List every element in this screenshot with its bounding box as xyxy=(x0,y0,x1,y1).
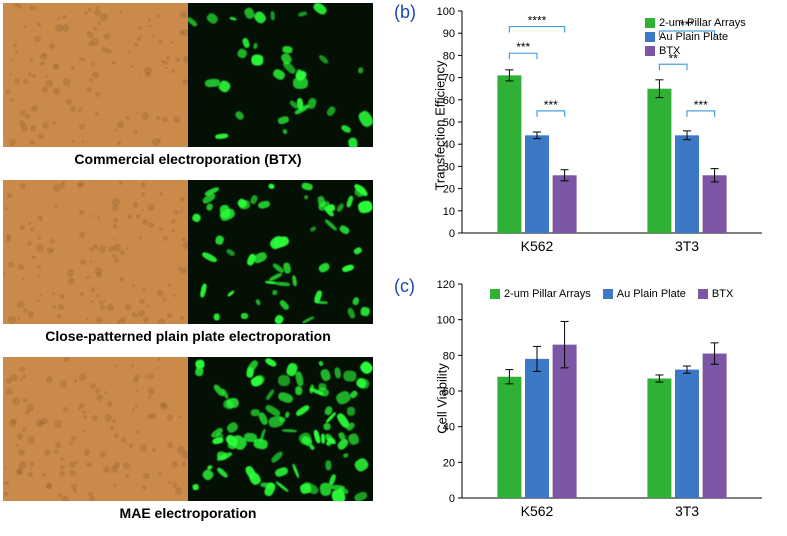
caption-mae: MAE electroporation xyxy=(3,505,373,521)
svg-text:****: **** xyxy=(528,14,547,28)
svg-text:90: 90 xyxy=(443,28,455,40)
svg-text:***: *** xyxy=(694,98,708,112)
legend-b: 2-um Pillar Arrays Au Plain Plate BTX xyxy=(645,17,746,59)
svg-text:***: *** xyxy=(544,98,558,112)
fluorescence-mae xyxy=(188,357,373,501)
svg-text:***: *** xyxy=(516,40,530,54)
image-row-btx xyxy=(3,3,373,147)
legend-label-pillar: 2-um Pillar Arrays xyxy=(659,17,746,29)
chart-c-ylabel: Cell Viability xyxy=(435,339,450,459)
svg-text:3T3: 3T3 xyxy=(675,503,699,519)
svg-text:20: 20 xyxy=(443,457,455,469)
legend-c-sw-btx xyxy=(698,289,708,299)
panel-label-c: (c) xyxy=(394,276,415,297)
legend-c-sw-pillar xyxy=(490,289,500,299)
legend-label-plain: Au Plain Plate xyxy=(659,31,728,43)
image-row-plain xyxy=(3,180,373,324)
brightfield-mae xyxy=(3,357,188,501)
svg-text:0: 0 xyxy=(449,228,455,240)
brightfield-plain xyxy=(3,180,188,324)
svg-text:100: 100 xyxy=(437,315,455,327)
legend-c-sw-plain xyxy=(603,289,613,299)
legend-c: 2-um Pillar Arrays Au Plain Plate BTX xyxy=(490,288,733,302)
legend-sw-pillar xyxy=(645,18,655,28)
chart-c: 020406080100120K5623T3 Cell Viability 2-… xyxy=(420,276,770,526)
panel-label-b: (b) xyxy=(394,2,416,23)
svg-text:3T3: 3T3 xyxy=(675,238,699,254)
svg-text:100: 100 xyxy=(437,6,455,18)
svg-text:10: 10 xyxy=(443,206,455,218)
legend-c-label-pillar: 2-um Pillar Arrays xyxy=(504,288,591,300)
svg-text:0: 0 xyxy=(449,493,455,505)
image-row-mae xyxy=(3,357,373,501)
caption-plain: Close-patterned plain plate electroporat… xyxy=(3,328,373,344)
fluorescence-plain xyxy=(188,180,373,324)
chart-b-ylabel: Transfection Efficiency xyxy=(433,46,448,206)
legend-c-label-btx: BTX xyxy=(712,288,733,300)
legend-sw-btx xyxy=(645,46,655,56)
svg-text:120: 120 xyxy=(437,279,455,291)
chart-b: 0102030405060708090100K562**********3T3*… xyxy=(420,3,770,261)
svg-text:K562: K562 xyxy=(521,503,554,519)
svg-text:K562: K562 xyxy=(521,238,554,254)
chart-c-svg: 020406080100120K5623T3 xyxy=(420,276,770,526)
legend-c-label-plain: Au Plain Plate xyxy=(617,288,686,300)
brightfield-btx xyxy=(3,3,188,147)
fluorescence-btx xyxy=(188,3,373,147)
legend-sw-plain xyxy=(645,32,655,42)
caption-btx: Commercial electroporation (BTX) xyxy=(3,151,373,167)
legend-label-btx: BTX xyxy=(659,45,680,57)
